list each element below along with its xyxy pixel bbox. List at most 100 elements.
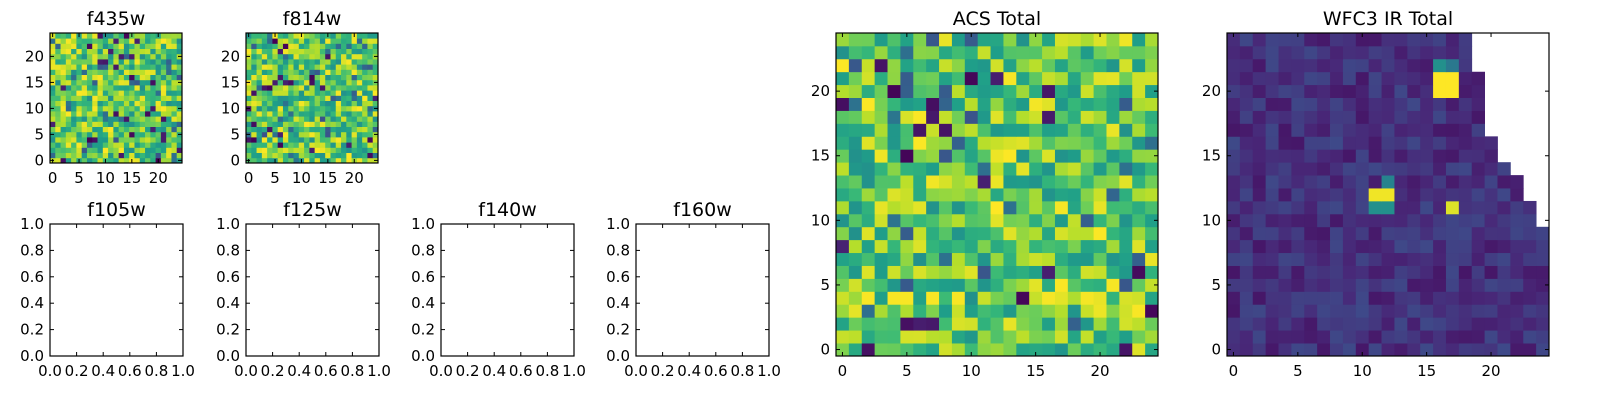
heatmap-cell bbox=[134, 105, 141, 112]
heatmap-cell bbox=[900, 304, 914, 318]
heatmap-cell bbox=[118, 53, 125, 60]
heatmap-cell bbox=[836, 149, 850, 163]
heatmap-cell bbox=[1132, 317, 1146, 331]
heatmap-cell bbox=[351, 38, 358, 44]
heatmap-cell bbox=[134, 43, 141, 49]
heatmap-cell bbox=[1145, 84, 1159, 98]
heatmap-cell bbox=[926, 213, 940, 228]
heatmap-cell bbox=[50, 90, 56, 96]
heatmap-cell bbox=[155, 147, 162, 153]
heatmap-cell bbox=[939, 84, 953, 98]
heatmap-cell bbox=[1330, 330, 1344, 344]
heatmap-cell bbox=[1381, 304, 1395, 318]
heatmap-cell bbox=[97, 131, 104, 138]
heatmap-cell bbox=[887, 239, 901, 254]
heatmap-cell bbox=[176, 64, 183, 70]
heatmap-cell bbox=[76, 90, 83, 96]
heatmap-cell bbox=[309, 126, 316, 133]
heatmap-cell bbox=[926, 175, 940, 189]
heatmap-cell bbox=[1265, 149, 1279, 163]
heatmap-cell bbox=[964, 343, 979, 357]
y-tick-label: 5 bbox=[34, 125, 44, 143]
heatmap-cell bbox=[341, 85, 347, 91]
heatmap-cell bbox=[1252, 136, 1267, 150]
heatmap-cell bbox=[977, 84, 991, 98]
heatmap-cell bbox=[1304, 84, 1318, 98]
heatmap-cell bbox=[1145, 58, 1159, 73]
heatmap-cell bbox=[887, 110, 901, 124]
heatmap-cell bbox=[1227, 304, 1241, 318]
heatmap-cell bbox=[1239, 226, 1254, 241]
y-tick-label: 1.0 bbox=[606, 215, 630, 233]
heatmap-cell bbox=[102, 100, 109, 107]
heatmap-cell bbox=[60, 53, 67, 60]
heatmap-cell bbox=[1497, 343, 1511, 357]
heatmap-cell bbox=[129, 79, 135, 86]
heatmap-cell bbox=[1420, 45, 1434, 60]
heatmap-cell bbox=[304, 131, 310, 138]
heatmap-cell bbox=[1239, 84, 1254, 98]
heatmap-cell bbox=[848, 45, 863, 60]
heatmap-cell bbox=[1239, 110, 1254, 124]
heatmap-cell bbox=[1394, 97, 1408, 111]
heatmap-cell bbox=[50, 95, 56, 101]
heatmap-cell bbox=[325, 59, 331, 65]
heatmap-cell bbox=[55, 95, 61, 101]
heatmap-cell bbox=[1304, 291, 1318, 305]
heatmap-cell bbox=[97, 59, 104, 65]
heatmap-cell bbox=[309, 100, 316, 107]
heatmap-cell bbox=[335, 100, 342, 107]
heatmap-cell bbox=[356, 142, 363, 148]
heatmap-cell bbox=[314, 69, 321, 75]
x-tick-label: 0.0 bbox=[624, 362, 648, 380]
heatmap-cell bbox=[977, 97, 991, 111]
heatmap-cell bbox=[1252, 226, 1267, 241]
heatmap-cell bbox=[319, 121, 326, 127]
heatmap-cell bbox=[288, 111, 294, 117]
heatmap-cell bbox=[166, 59, 172, 65]
heatmap-cell bbox=[282, 116, 289, 122]
heatmap-cell bbox=[1145, 97, 1159, 111]
heatmap-cell bbox=[1265, 291, 1279, 305]
heatmap-cell bbox=[1093, 162, 1107, 176]
heatmap-cell bbox=[246, 69, 252, 75]
heatmap-cell bbox=[977, 162, 991, 176]
heatmap-cell bbox=[314, 111, 321, 117]
heatmap-cell bbox=[134, 131, 141, 138]
heatmap-cell bbox=[977, 304, 991, 318]
heatmap-cell bbox=[129, 53, 135, 60]
heatmap-cell bbox=[1330, 162, 1344, 176]
heatmap-cell bbox=[1458, 175, 1473, 189]
heatmap-cell bbox=[277, 64, 284, 70]
heatmap-cell bbox=[1054, 291, 1069, 305]
heatmap-cell bbox=[314, 152, 321, 159]
x-tick-label: 0.4 bbox=[91, 362, 115, 380]
heatmap-cell bbox=[1042, 45, 1056, 60]
heatmap-cell bbox=[113, 116, 120, 122]
heatmap-cell bbox=[372, 43, 379, 49]
heatmap-cell bbox=[887, 304, 901, 318]
heatmap-cell bbox=[60, 126, 67, 133]
heatmap-cell bbox=[1342, 123, 1357, 137]
heatmap-cell bbox=[362, 85, 368, 91]
heatmap-cell bbox=[129, 105, 135, 112]
heatmap-cell bbox=[71, 142, 77, 148]
heatmap-cell bbox=[150, 53, 156, 60]
heatmap-cell bbox=[1227, 330, 1241, 344]
heatmap-cell bbox=[951, 239, 966, 254]
heatmap-cell bbox=[1497, 175, 1511, 189]
heatmap-cell bbox=[314, 48, 321, 55]
heatmap-cell bbox=[155, 111, 162, 117]
heatmap-cell bbox=[60, 121, 67, 127]
heatmap-cell bbox=[155, 38, 162, 44]
heatmap-cell bbox=[1029, 33, 1043, 47]
heatmap-cell bbox=[325, 105, 331, 112]
heatmap-cell bbox=[71, 48, 77, 55]
heatmap-cell bbox=[1227, 110, 1241, 124]
heatmap-cell bbox=[330, 33, 337, 39]
y-tick-label: 15 bbox=[25, 73, 44, 91]
heatmap-cell bbox=[356, 105, 363, 112]
heatmap-cell bbox=[282, 121, 289, 127]
heatmap-cell bbox=[1458, 304, 1473, 318]
heatmap-cell bbox=[1054, 149, 1069, 163]
